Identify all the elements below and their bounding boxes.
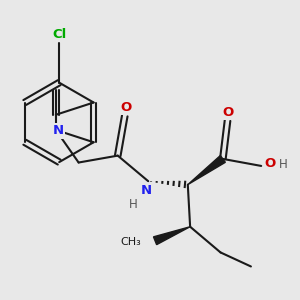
Text: Cl: Cl (52, 28, 66, 41)
Polygon shape (154, 227, 190, 245)
Text: CH₃: CH₃ (120, 237, 141, 247)
Text: O: O (223, 106, 234, 119)
Text: H: H (279, 158, 288, 171)
Text: O: O (264, 157, 275, 170)
Polygon shape (188, 155, 225, 184)
Text: N: N (52, 124, 64, 137)
Text: N: N (141, 184, 152, 197)
Text: H: H (129, 198, 138, 211)
Text: O: O (120, 101, 131, 114)
